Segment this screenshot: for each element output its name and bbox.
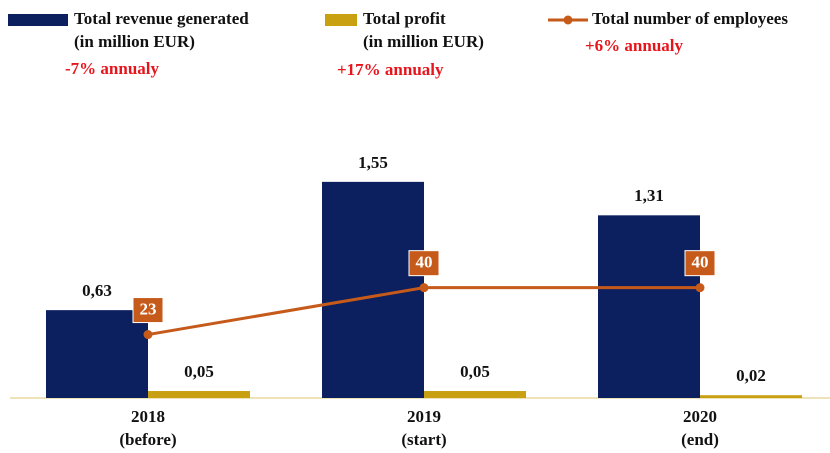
data-label-box: [408, 250, 440, 277]
line-point: [143, 330, 153, 340]
legend-label: Total profit (in million EUR): [363, 9, 484, 51]
bar: [700, 395, 802, 398]
annotation: +6% annualy: [585, 36, 684, 55]
data-label: 0,02: [736, 366, 766, 385]
data-label: 0,05: [460, 362, 490, 381]
legend-swatch: [8, 14, 68, 26]
legend-swatch-dot: [563, 15, 573, 25]
data-label: 0,05: [184, 362, 214, 381]
data-label: 40: [416, 253, 433, 272]
data-label-box: [132, 297, 164, 324]
annotation: +17% annualy: [337, 60, 444, 79]
x-tick-label: 2019 (start): [401, 407, 446, 449]
legend-label: Total number of employees: [592, 9, 788, 28]
x-tick-label: 2018 (before): [119, 407, 176, 449]
data-label: 40: [692, 253, 709, 272]
line-point: [419, 283, 429, 293]
legend-label: Total revenue generated (in million EUR): [74, 9, 249, 51]
legend-swatch: [325, 14, 357, 26]
bar: [148, 391, 250, 398]
data-label-box: [684, 250, 716, 277]
data-label: 1,55: [358, 153, 388, 172]
data-label: 23: [140, 299, 157, 318]
x-tick-label: 2020 (end): [681, 407, 719, 449]
bar: [46, 310, 148, 398]
line-point: [695, 283, 705, 293]
data-label: 1,31: [634, 186, 664, 205]
data-label: 0,63: [82, 281, 112, 300]
bar: [424, 391, 526, 398]
annotation: -7% annualy: [65, 59, 159, 78]
bar: [598, 215, 700, 398]
